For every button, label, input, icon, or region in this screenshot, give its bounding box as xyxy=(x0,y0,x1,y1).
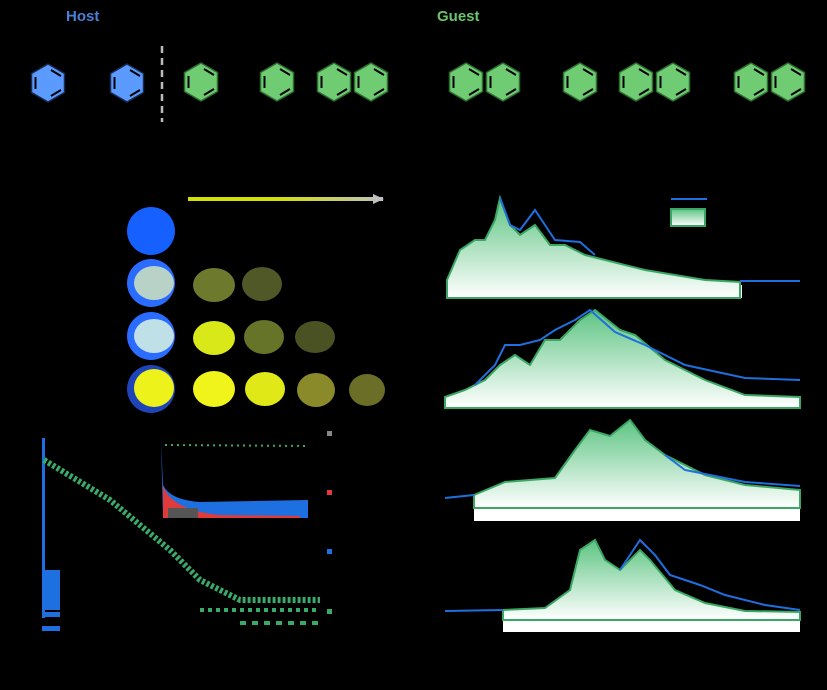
decay-chart xyxy=(42,431,332,631)
chemical-structures xyxy=(30,46,806,122)
gradient-arrow xyxy=(188,197,383,201)
guest-label: Guest xyxy=(437,8,480,25)
benzene-icon xyxy=(30,63,66,103)
spectra-chart xyxy=(444,194,801,632)
host-label: Host xyxy=(66,8,100,25)
photo-grid xyxy=(127,194,385,413)
benzene-icon xyxy=(109,63,145,103)
